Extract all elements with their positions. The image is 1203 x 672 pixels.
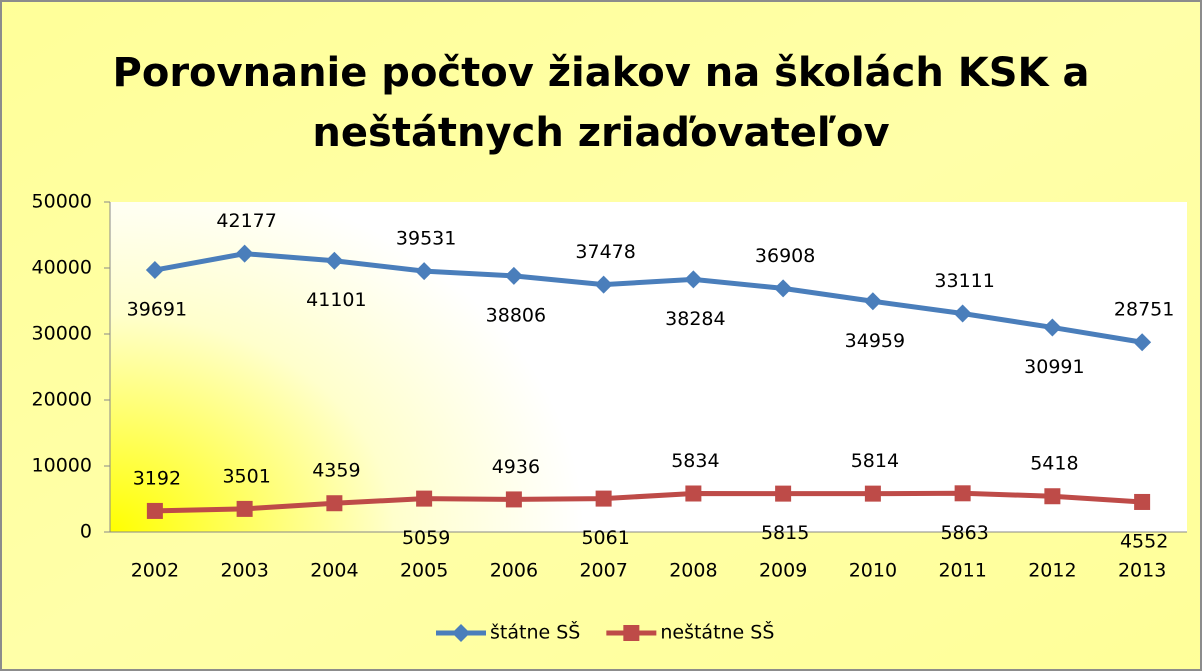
marker [684,270,703,289]
data-label: 42177 [216,210,276,232]
y-tick-label: 30000 [32,323,92,345]
marker [145,261,164,280]
data-label: 30991 [1024,356,1084,378]
data-label: 39691 [127,299,187,321]
data-label: 5815 [761,522,809,544]
data-label: 5059 [402,527,450,549]
legend-label: neštátne SŠ [660,620,774,644]
marker [953,304,972,323]
data-label: 34959 [845,330,905,352]
marker [954,485,971,502]
x-tick-label: 2011 [938,560,986,582]
data-label: 36908 [755,245,815,267]
marker [1043,318,1062,337]
marker [863,292,882,311]
data-label: 4552 [1120,530,1168,552]
data-label: 5863 [940,522,988,544]
x-tick-label: 2002 [131,560,179,582]
marker [774,279,793,298]
marker [452,624,470,642]
marker [504,266,523,285]
marker [236,500,253,517]
marker [775,485,792,502]
y-tick-label: 40000 [32,257,92,279]
marker [864,485,881,502]
marker [415,262,434,281]
x-tick-label: 2003 [220,560,268,582]
data-label: 5834 [671,450,719,472]
data-label: 38806 [486,304,546,326]
marker [1133,333,1152,352]
marker [623,625,640,641]
data-label: 5061 [581,527,629,549]
x-tick-label: 2008 [669,560,717,582]
data-label: 3192 [133,467,181,489]
data-label: 3501 [222,465,270,487]
marker [594,275,613,294]
marker [505,491,522,508]
marker [685,485,702,502]
y-tick-label: 50000 [32,191,92,213]
x-tick-label: 2006 [490,560,538,582]
marker [595,490,612,507]
marker [146,502,163,519]
data-label: 38284 [665,308,725,330]
data-label: 37478 [575,241,635,263]
marker [1044,488,1061,505]
data-label: 39531 [396,228,456,250]
data-label: 28751 [1114,299,1174,321]
y-tick-label: 0 [80,521,92,543]
data-label: 4936 [492,456,540,478]
y-tick-label: 10000 [32,455,92,477]
y-tick-label: 20000 [32,389,92,411]
data-label: 5418 [1030,453,1078,475]
x-tick-label: 2010 [849,560,897,582]
legend-label: štátne SŠ [490,620,580,644]
x-tick-label: 2009 [759,560,807,582]
series-line [154,490,1143,514]
chart-title: Porovnanie počtov žiakov na školách KSK … [113,50,1090,96]
series-line [154,251,1143,345]
x-tick-label: 2013 [1118,560,1166,582]
data-label: 4359 [312,460,360,482]
data-label: 41101 [306,289,366,311]
x-tick-label: 2005 [400,560,448,582]
marker [325,251,344,270]
x-tick-label: 2012 [1028,560,1076,582]
data-label: 5814 [851,450,899,472]
x-tick-label: 2007 [579,560,627,582]
marker [326,495,343,512]
marker [1134,493,1151,510]
marker [416,490,433,507]
x-tick-label: 2004 [310,560,358,582]
marker [235,244,254,263]
data-label: 33111 [934,270,994,292]
chart-title: neštátnych zriaďovateľov [312,110,889,156]
